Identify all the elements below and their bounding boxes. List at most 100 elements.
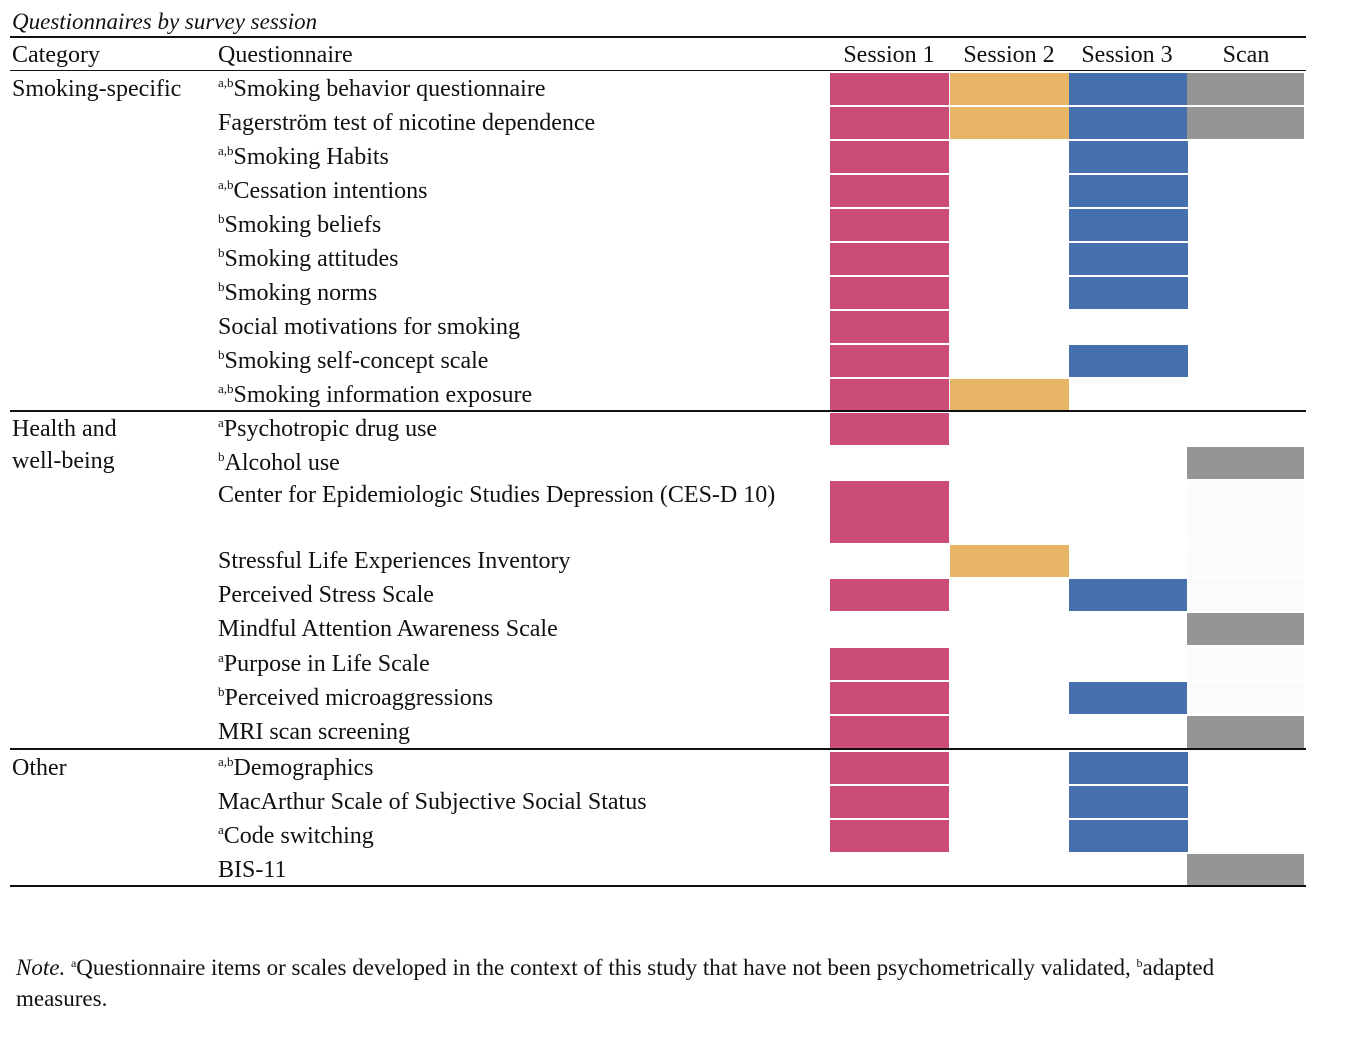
session-marker-session-1 <box>830 820 949 852</box>
group-rule <box>10 748 1306 750</box>
session-marker-session-1 <box>830 752 949 784</box>
session-marker-session-3 <box>1069 682 1188 714</box>
session-marker-session-1 <box>830 648 949 680</box>
header-rule <box>10 70 1306 71</box>
session-marker-session-1 <box>830 379 949 411</box>
questionnaire-row: Fagerström test of nicotine dependence <box>218 106 595 140</box>
questionnaire-name: Mindful Attention Awareness Scale <box>218 616 558 642</box>
questionnaire-row: MRI scan screening <box>218 715 410 749</box>
questionnaire-row: aPurpose in Life Scale <box>218 647 430 681</box>
footnote-marker: a <box>218 822 224 837</box>
session-marker-scan <box>1187 73 1304 105</box>
session-marker-scan <box>1187 107 1304 139</box>
questionnaire-row: bSmoking beliefs <box>218 208 381 242</box>
questionnaire-name: Code switching <box>223 823 374 849</box>
session-marker-session-2 <box>950 107 1069 139</box>
session-marker-session-3 <box>1069 345 1188 377</box>
session-marker-session-3 <box>1069 277 1188 309</box>
session-marker-session-2 <box>950 73 1069 105</box>
questionnaire-name: MRI scan screening <box>218 719 410 745</box>
session-marker-session-1 <box>830 579 949 611</box>
header-questionnaire: Questionnaire <box>218 42 353 68</box>
footnote-marker: b <box>218 684 225 699</box>
questionnaire-name: Smoking behavior questionnaire <box>233 76 546 102</box>
header-scan: Scan <box>1222 42 1270 68</box>
table-note: Note. aQuestionnaire items or scales dev… <box>16 952 1246 1014</box>
footnote-marker: b <box>218 211 225 226</box>
session-marker-scan <box>1187 545 1304 577</box>
session-marker-session-1 <box>830 682 949 714</box>
footnote-marker: a,b <box>218 754 234 769</box>
questionnaire-row: bSmoking attitudes <box>218 242 399 276</box>
session-marker-session-3 <box>1069 820 1188 852</box>
footnote-marker: a <box>218 415 224 430</box>
session-marker-session-3 <box>1069 243 1188 275</box>
session-marker-scan <box>1187 682 1304 714</box>
questionnaire-name: Stressful Life Experiences Inventory <box>218 548 571 574</box>
session-marker-session-1 <box>830 175 949 207</box>
session-marker-session-1 <box>830 277 949 309</box>
session-marker-scan <box>1187 447 1304 479</box>
questionnaire-name: Smoking information exposure <box>233 382 533 408</box>
footnote-marker: a,b <box>218 177 234 192</box>
session-marker-session-3 <box>1069 141 1188 173</box>
session-marker-session-3 <box>1069 175 1188 207</box>
questionnaire-row: bSmoking self-concept scale <box>218 344 488 378</box>
questionnaire-name: Smoking norms <box>224 280 378 306</box>
questionnaire-row: bSmoking norms <box>218 276 377 310</box>
session-marker-scan <box>1187 716 1304 748</box>
footnote-marker: b <box>218 279 225 294</box>
session-marker-session-1 <box>830 209 949 241</box>
session-marker-session-2 <box>950 379 1069 411</box>
category-label: Other <box>12 755 67 781</box>
group-rule <box>10 885 1306 887</box>
session-marker-session-3 <box>1069 752 1188 784</box>
questionnaire-row: Center for Epidemiologic Studies Depress… <box>218 480 818 511</box>
footnote-marker: b <box>218 347 225 362</box>
table-caption: Questionnaires by survey session <box>12 9 318 34</box>
questionnaire-name: Alcohol use <box>224 450 340 476</box>
questionnaire-name: Smoking Habits <box>233 144 389 170</box>
note-text-b: adapted measures. <box>16 955 1215 1011</box>
footnote-marker: a,b <box>218 381 234 396</box>
questionnaire-row: a,bSmoking information exposure <box>218 378 532 412</box>
session-marker-session-3 <box>1069 209 1188 241</box>
footnote-marker: a,b <box>218 143 234 158</box>
questionnaire-name: Perceived Stress Scale <box>218 582 434 608</box>
questionnaire-name: Smoking attitudes <box>224 246 399 272</box>
questionnaire-name: Social motivations for smoking <box>218 314 520 340</box>
session-marker-session-1 <box>830 413 949 445</box>
questionnaire-row: bAlcohol use <box>218 446 340 480</box>
questionnaire-name: Center for Epidemiologic Studies Depress… <box>218 482 776 508</box>
questionnaire-name: BIS-11 <box>218 857 287 883</box>
session-marker-scan <box>1187 648 1304 680</box>
questionnaire-name: Perceived microaggressions <box>224 685 494 711</box>
note-label: Note. <box>16 955 66 980</box>
session-marker-scan <box>1187 613 1304 645</box>
questionnaire-name: MacArthur Scale of Subjective Social Sta… <box>218 789 647 815</box>
questionnaire-name: Fagerström test of nicotine dependence <box>218 110 596 136</box>
header-session-3: Session 3 <box>1081 42 1173 68</box>
questionnaire-row: Mindful Attention Awareness Scale <box>218 612 558 646</box>
header-category: Category <box>12 42 100 68</box>
questionnaire-row: Stressful Life Experiences Inventory <box>218 544 571 578</box>
questionnaire-row: aPsychotropic drug use <box>218 412 437 446</box>
note-sup-a: a <box>70 956 77 970</box>
session-marker-session-1 <box>830 786 949 818</box>
session-marker-scan <box>1187 481 1304 543</box>
questionnaire-name: Smoking self-concept scale <box>224 348 489 374</box>
questionnaire-name: Demographics <box>233 755 374 781</box>
questionnaire-row: MacArthur Scale of Subjective Social Sta… <box>218 785 647 819</box>
session-marker-session-1 <box>830 716 949 748</box>
questionnaire-name: Smoking beliefs <box>224 212 382 238</box>
session-marker-session-1 <box>830 311 949 343</box>
questionnaire-name: Cessation intentions <box>233 178 428 204</box>
session-marker-session-3 <box>1069 579 1188 611</box>
session-marker-session-1 <box>830 107 949 139</box>
questionnaire-row: BIS-11 <box>218 853 286 887</box>
questionnaire-row: Perceived Stress Scale <box>218 578 434 612</box>
questionnaire-row: bPerceived microaggressions <box>218 681 493 715</box>
note-sup-b: b <box>1136 956 1143 970</box>
footnote-marker: b <box>218 449 225 464</box>
questionnaire-row: a,bSmoking Habits <box>218 140 389 174</box>
